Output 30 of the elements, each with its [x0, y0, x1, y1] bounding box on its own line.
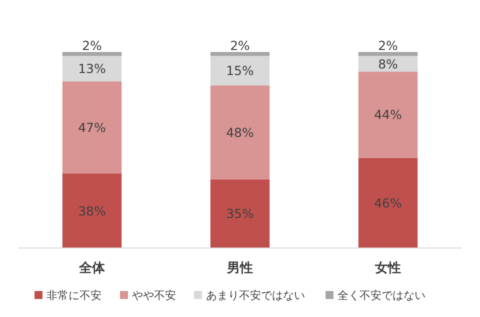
bar	[358, 52, 418, 56]
data-label: 15%	[226, 63, 254, 78]
bar	[62, 81, 122, 174]
bar	[210, 85, 270, 180]
data-label: 13%	[78, 61, 106, 76]
bar	[62, 174, 122, 248]
bar	[210, 56, 270, 86]
data-label: 2%	[82, 38, 102, 53]
bar	[62, 56, 122, 82]
data-label: 2%	[378, 38, 398, 53]
data-label: 2%	[230, 38, 250, 53]
legend-label: 全く不安ではない	[338, 289, 426, 302]
data-label: 8%	[378, 56, 398, 72]
bar	[62, 52, 122, 56]
legend-label: やや不安	[132, 289, 176, 302]
data-label: 46%	[374, 195, 402, 210]
bar	[358, 72, 418, 158]
x-tick-label: 男性	[226, 261, 253, 276]
bar	[210, 179, 270, 248]
bar	[210, 52, 270, 56]
legend-label: 非常に不安	[46, 289, 102, 302]
data-label: 47%	[78, 120, 106, 135]
data-label: 48%	[226, 124, 254, 140]
data-label: 44%	[374, 107, 402, 122]
x-tick-label: 全体	[78, 261, 106, 276]
legend-label: あまり不安ではない	[206, 289, 305, 302]
bar	[358, 158, 418, 248]
data-label: 38%	[78, 203, 106, 218]
x-tick-label: 女性	[374, 261, 401, 276]
data-label: 35%	[226, 206, 254, 222]
